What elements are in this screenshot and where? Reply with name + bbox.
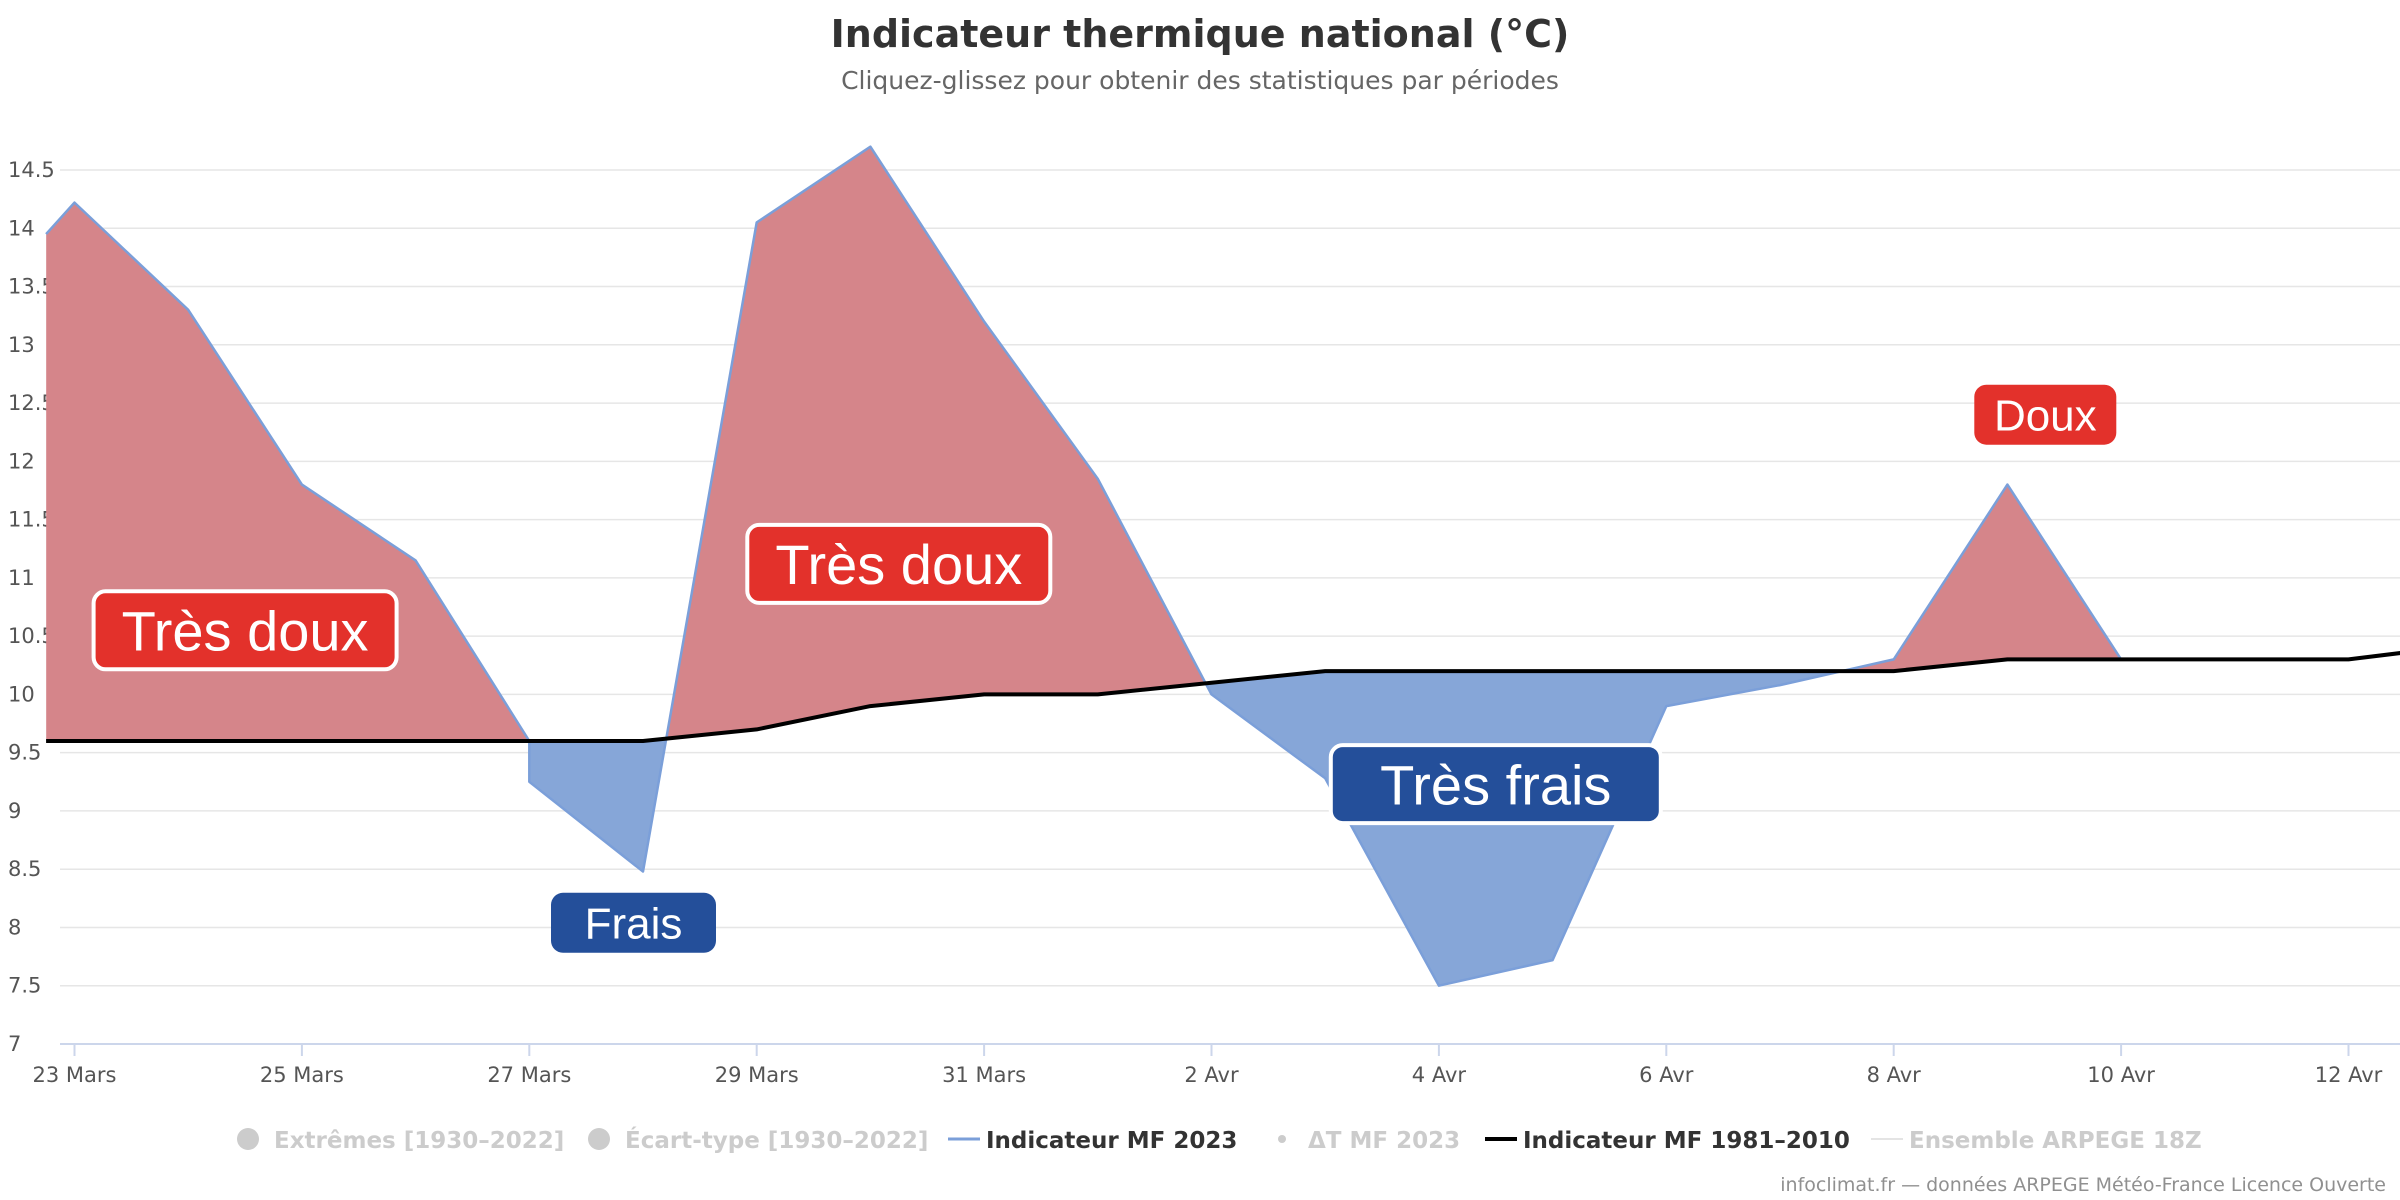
y-tick-label: 9: [8, 799, 21, 823]
warm-anomaly-area: [46, 146, 2122, 741]
x-tick-label: 8 Avr: [1867, 1063, 1922, 1087]
chart-title: Indicateur thermique national (°C): [831, 12, 1570, 56]
annotation-label: Frais: [551, 892, 716, 953]
annotation-label: Très doux: [91, 589, 399, 672]
legend-circle-icon: [588, 1128, 610, 1150]
x-axis: 23 Mars 25 Mars 27 Mars 29 Mars 31 Mars 2 Avr…: [33, 1043, 2400, 1087]
x-tick-label: 25 Mars: [260, 1063, 344, 1087]
annotation-box: [1974, 384, 2117, 445]
y-tick-label: 11: [8, 566, 35, 590]
y-tick-label: 14: [8, 216, 35, 240]
legend-label: Extrêmes [1930–2022]: [274, 1128, 564, 1154]
legend-item[interactable]: Extrêmes [1930–2022]: [237, 1128, 564, 1154]
y-tick-label: 7: [8, 1032, 21, 1056]
annotation-label: Très frais: [1328, 743, 1663, 826]
x-tick-label: 27 Mars: [487, 1063, 571, 1087]
annotation-box: [745, 522, 1053, 605]
legend-item[interactable]: Indicateur MF 2023: [948, 1128, 1237, 1154]
annotation-text: Très frais: [1380, 753, 1611, 816]
x-tick-label: 4 Avr: [1412, 1063, 1467, 1087]
legend-circle-icon: [237, 1128, 259, 1150]
y-tick-label: 8: [8, 915, 21, 939]
annotations: Très doux Frais Très doux Très frais Doux: [91, 384, 2117, 953]
y-tick-label: 12: [8, 449, 35, 473]
x-tick-label: 2 Avr: [1184, 1063, 1239, 1087]
legend-dot-icon: [1278, 1135, 1286, 1143]
credit-text[interactable]: infoclimat.fr — données ARPEGE Météo-Fra…: [1780, 1174, 2386, 1196]
x-tick-label: 31 Mars: [942, 1063, 1026, 1087]
annotation-text: Frais: [585, 900, 683, 949]
legend-item[interactable]: Écart-type [1930–2022]: [588, 1126, 928, 1154]
annotation-label: Doux: [1974, 384, 2117, 445]
legend-item[interactable]: Indicateur MF 1981–2010: [1485, 1128, 1850, 1154]
x-tick-label: 10 Avr: [2087, 1063, 2155, 1087]
y-tick-label: 14.5: [8, 158, 55, 182]
anomaly-areas: [46, 146, 2122, 986]
legend-item[interactable]: ΔT MF 2023: [1278, 1128, 1460, 1154]
legend: Extrêmes [1930–2022] Écart-type [1930–202…: [237, 1126, 2202, 1154]
legend-label: Indicateur MF 1981–2010: [1523, 1128, 1850, 1154]
annotation-box: [1328, 743, 1663, 826]
legend-label: Ensemble ARPEGE 18Z: [1909, 1128, 2202, 1154]
legend-item[interactable]: Ensemble ARPEGE 18Z: [1871, 1128, 2202, 1154]
annotation-box: [551, 892, 716, 953]
x-tick-label: 23 Mars: [33, 1063, 117, 1087]
annotation-text: Doux: [1994, 392, 2097, 441]
x-tick-label: 12 Avr: [2315, 1063, 2383, 1087]
x-tick-label: 6 Avr: [1639, 1063, 1694, 1087]
y-tick-label: 9.5: [8, 741, 41, 765]
y-tick-label: 7.5: [8, 974, 41, 998]
legend-label: Indicateur MF 2023: [986, 1128, 1237, 1154]
legend-label: ΔT MF 2023: [1308, 1128, 1460, 1154]
annotation-text: Très doux: [775, 533, 1022, 596]
series-lines: [45, 145, 2400, 987]
annotation-box: [91, 589, 399, 672]
legend-label: Écart-type [1930–2022]: [625, 1126, 928, 1154]
y-tick-label: 10: [8, 682, 35, 706]
chart-subtitle: Cliquez-glissez pour obtenir des statist…: [841, 66, 1559, 95]
y-tick-label: 13: [8, 333, 35, 357]
series-line-indicateur-2023: [45, 145, 2123, 987]
annotation-text: Très doux: [122, 600, 369, 663]
series-line-normale-1981-2010: [46, 651, 2400, 743]
annotation-label: Très doux: [745, 522, 1053, 605]
x-tick-label: 29 Mars: [715, 1063, 799, 1087]
y-tick-label: 8.5: [8, 857, 41, 881]
